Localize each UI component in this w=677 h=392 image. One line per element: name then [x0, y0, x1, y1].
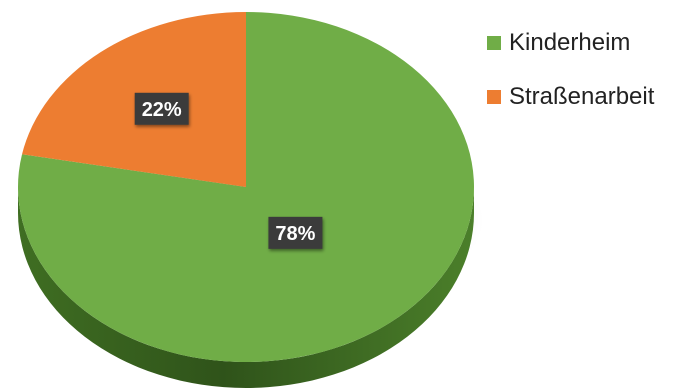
data-label-box-1 — [134, 92, 189, 125]
data-label-1: 22% — [142, 99, 182, 121]
legend-swatch-strassenarbeit — [487, 90, 501, 104]
data-label-0: 78% — [275, 223, 315, 245]
pie-slice-kinderheim — [17, 12, 474, 362]
legend-item-strassenarbeit: Straßenarbeit — [487, 82, 654, 112]
legend-label-strassenarbeit: Straßenarbeit — [509, 83, 655, 110]
legend-label-kinderheim: Kinderheim — [509, 29, 631, 56]
legend-item-kinderheim: Kinderheim — [487, 28, 654, 58]
data-label-box-0 — [268, 216, 323, 249]
pie-slice-strassenarbeit — [22, 12, 246, 187]
legend-swatch-kinderheim — [487, 36, 501, 50]
legend: Kinderheim Straßenarbeit — [487, 28, 654, 136]
